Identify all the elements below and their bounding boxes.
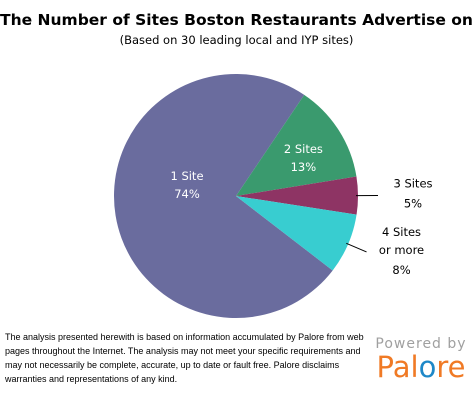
chart-title: The Number of Sites Boston Restaurants A… — [0, 11, 473, 29]
palore-branding: Powered by Palore — [372, 336, 470, 384]
powered-by-label: Powered by — [375, 336, 467, 352]
pie-slice-3-sites — [236, 176, 358, 215]
pie-slice-4-sites-or-more — [236, 196, 357, 271]
pie-slice-1-site — [114, 73, 333, 318]
slice-label-1-site: 1 Site — [170, 169, 203, 183]
leader-line-4-sites-or-more — [346, 242, 367, 253]
slice-pct-4-sites-or-more: 8% — [392, 263, 410, 277]
slice-label-2-sites: 2 Sites — [284, 142, 323, 156]
chart-subtitle: (Based on 30 leading local and IYP sites… — [119, 33, 354, 47]
pie-slice-2-sites — [236, 94, 357, 196]
slice-pct-2-sites: 13% — [291, 160, 317, 174]
slice-label-4-sites-or-more-line-2: or more — [379, 243, 424, 257]
slice-label-3-sites-line-1: 3 Sites — [393, 177, 432, 191]
slice-pct-3-sites: 5% — [404, 197, 422, 211]
disclaimer-text: The analysis presented herewith is based… — [5, 332, 364, 384]
slice-pct-1-site: 74% — [174, 187, 200, 201]
slice-label-4-sites-or-more-line-1: 4 Sites — [382, 225, 421, 239]
palore-logo: Palore — [376, 350, 466, 384]
